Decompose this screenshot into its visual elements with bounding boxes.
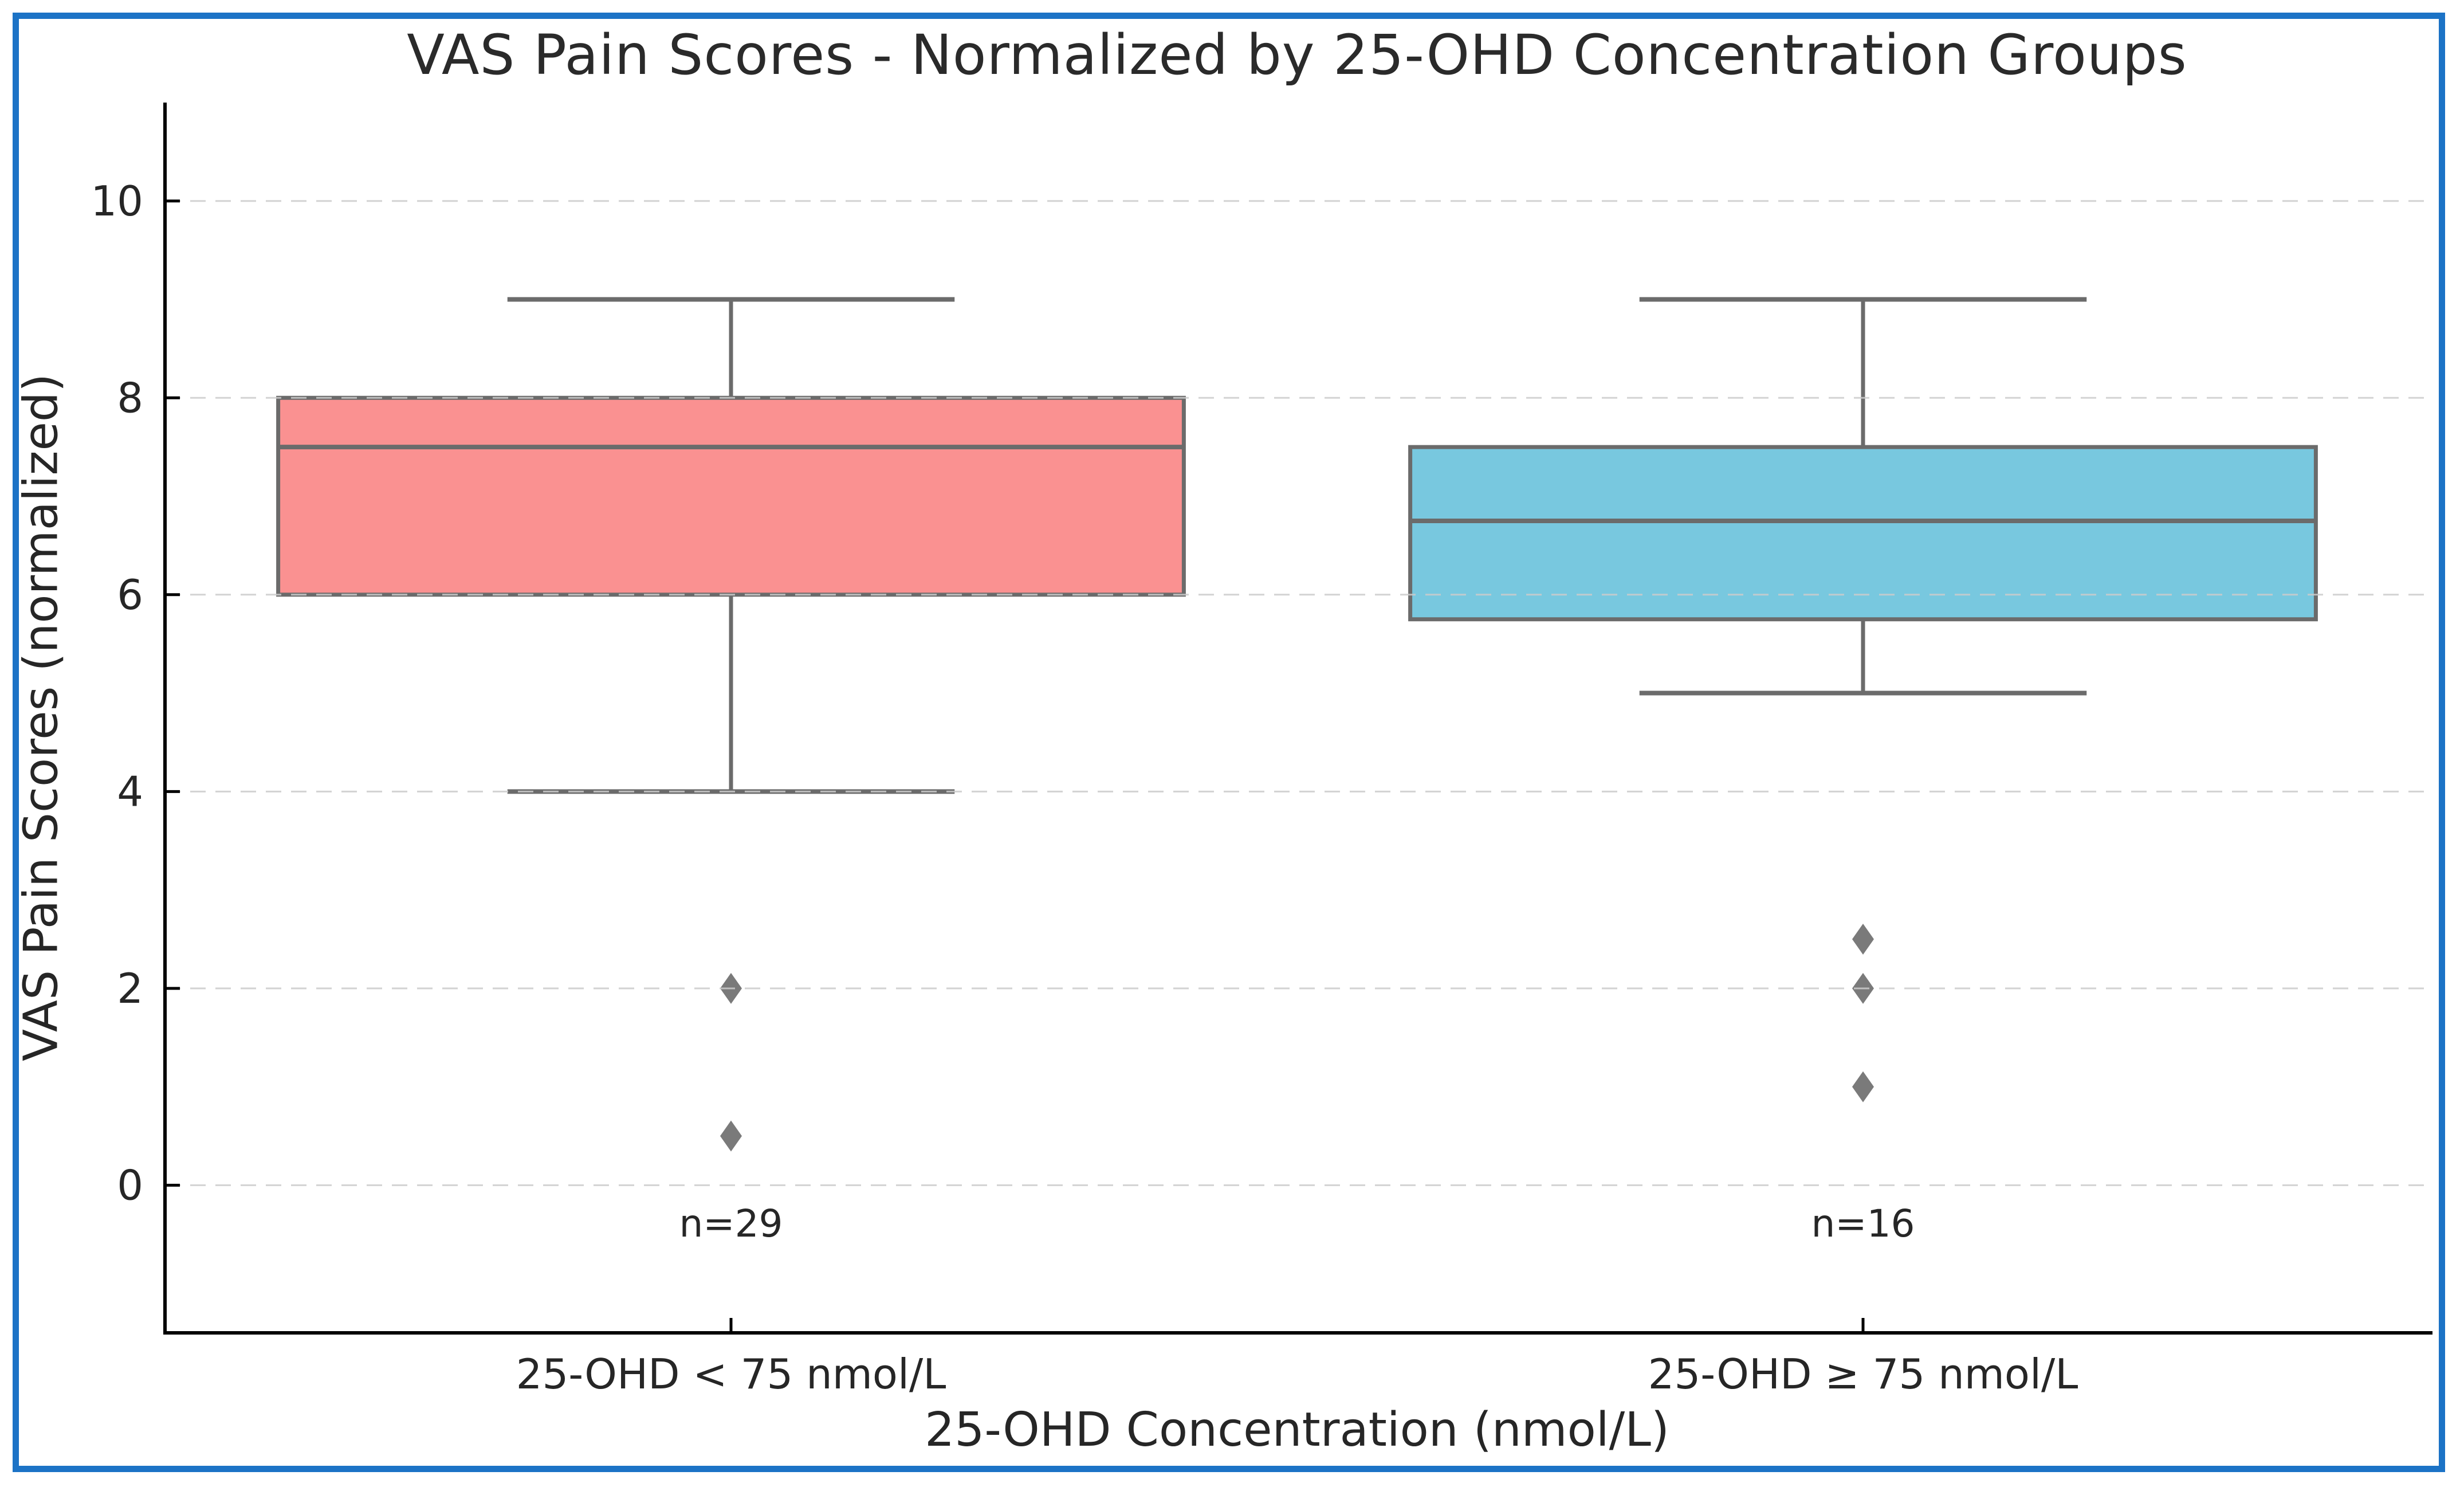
box-iqr [276, 395, 1186, 597]
outlier-diamond [1852, 1071, 1874, 1102]
y-tick-label: 0 [117, 1162, 143, 1210]
y-tick-label: 8 [117, 374, 143, 422]
x-tick-label: 25-OHD < 75 nmol/L [516, 1350, 946, 1398]
y-tick-label: 2 [117, 964, 143, 1013]
outlier-diamond [1852, 923, 1874, 955]
box-iqr [1408, 445, 2318, 622]
sample-size-label: n=29 [679, 1202, 783, 1246]
chart-title: VAS Pain Scores - Normalized by 25-OHD C… [407, 23, 2187, 87]
y-tick-label: 4 [117, 768, 143, 816]
x-tick-label: 25-OHD ≥ 75 nmol/L [1648, 1350, 2078, 1398]
x-axis-title: 25-OHD Concentration (nmol/L) [925, 1403, 1669, 1457]
y-tick-label: 6 [117, 571, 143, 619]
sample-size-label: n=16 [1811, 1202, 1915, 1246]
y-tick-label: 10 [91, 177, 143, 225]
figure-frame [13, 13, 2445, 1472]
outlier-diamond [720, 1120, 742, 1152]
